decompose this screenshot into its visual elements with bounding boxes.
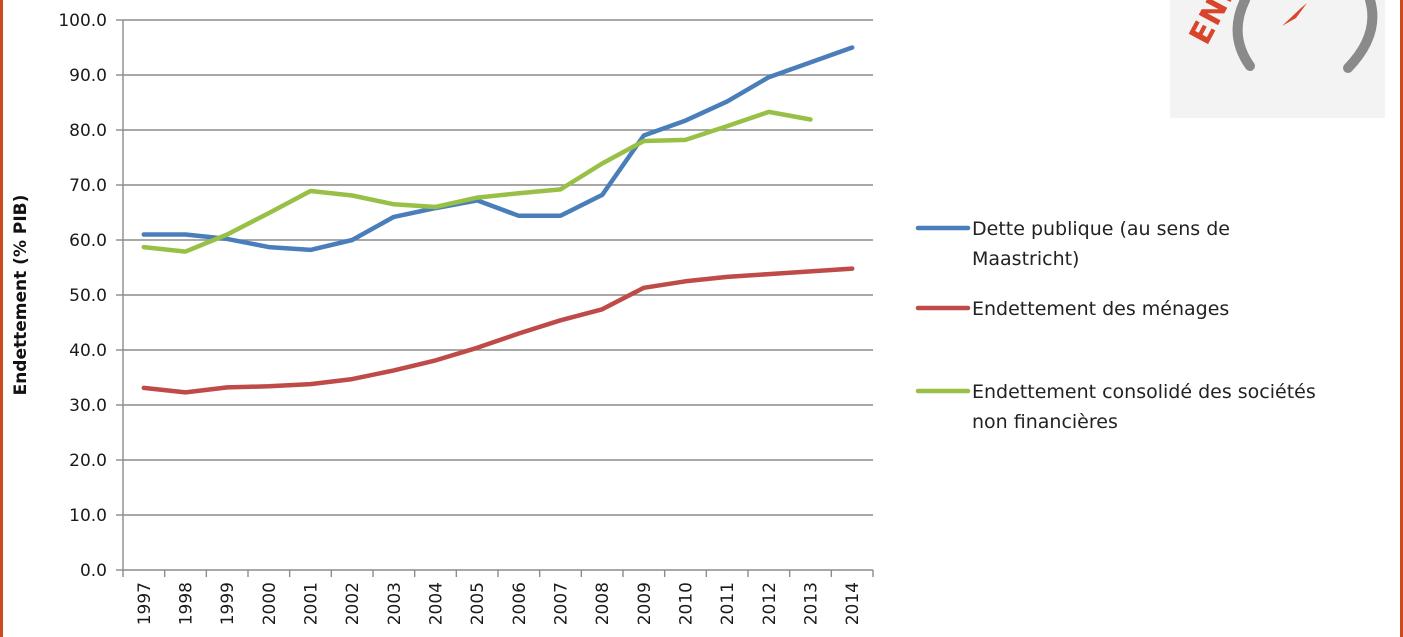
x-tick-label: 2008 bbox=[593, 582, 613, 625]
y-tick-label: 100.0 bbox=[58, 11, 107, 31]
x-tick-label: 2011 bbox=[718, 582, 738, 625]
gridlines bbox=[123, 19, 873, 516]
legend-label-2: Endettement des ménages bbox=[972, 298, 1229, 320]
legend: Dette publique (au sens de Maastricht) End… bbox=[915, 218, 1316, 433]
y-axis-title: Endettement (% PIB) bbox=[11, 195, 31, 396]
x-tick-label: 2012 bbox=[760, 582, 780, 625]
axes bbox=[116, 19, 874, 577]
x-tick-label: 1998 bbox=[177, 582, 197, 625]
y-tick-label: 40.0 bbox=[69, 341, 107, 361]
y-tick-labels: 0.0 10.0 20.0 30.0 40.0 50.0 60.0 70.0 80.0 90.0 1… bbox=[58, 11, 107, 581]
x-tick-label: 2004 bbox=[427, 582, 447, 625]
x-tick-label: 1997 bbox=[135, 582, 155, 625]
x-tick-label: 2010 bbox=[677, 582, 697, 625]
x-tick-label: 2009 bbox=[635, 582, 655, 625]
x-tick-label: 2001 bbox=[302, 582, 322, 625]
series-lines bbox=[141, 45, 855, 395]
legend-label-3: Endettement consolidé des sociétés non fi… bbox=[972, 381, 1316, 433]
logo: ENE bbox=[1170, 0, 1385, 118]
series-line-1 bbox=[141, 45, 855, 253]
y-tick-label: 30.0 bbox=[69, 396, 107, 416]
y-tick-label: 20.0 bbox=[69, 451, 107, 471]
gauge-right-arc bbox=[1343, 0, 1378, 73]
gauge-icon bbox=[1232, 0, 1378, 73]
y-tick-label: 70.0 bbox=[69, 176, 107, 196]
legend-label-1: Dette publique (au sens de Maastricht) bbox=[972, 218, 1230, 270]
x-tick-label: 2013 bbox=[802, 582, 822, 625]
x-tick-label: 2000 bbox=[260, 582, 280, 625]
y-tick-label: 90.0 bbox=[69, 66, 107, 86]
x-tick-label: 2005 bbox=[468, 582, 488, 625]
x-tick-label: 2003 bbox=[385, 582, 405, 625]
y-tick-label: 60.0 bbox=[69, 231, 107, 251]
series-line-2 bbox=[141, 266, 855, 395]
y-tick-label: 50.0 bbox=[69, 286, 107, 306]
x-tick-label: 1999 bbox=[218, 582, 238, 625]
gauge-left-arc bbox=[1232, 0, 1255, 71]
y-tick-label: 80.0 bbox=[69, 121, 107, 141]
x-tick-label: 2002 bbox=[343, 582, 363, 625]
x-tick-label: 2007 bbox=[552, 582, 572, 625]
gauge-needle bbox=[1282, 3, 1307, 26]
series-line-3 bbox=[141, 109, 813, 254]
y-tick-label: 10.0 bbox=[69, 506, 107, 526]
x-tick-label: 2014 bbox=[843, 582, 863, 625]
y-tick-label: 0.0 bbox=[80, 561, 107, 581]
x-tick-labels: 1997 1998 1999 2000 2001 2002 2003 2004 2005 2006… bbox=[135, 582, 863, 625]
x-tick-label: 2006 bbox=[510, 582, 530, 625]
